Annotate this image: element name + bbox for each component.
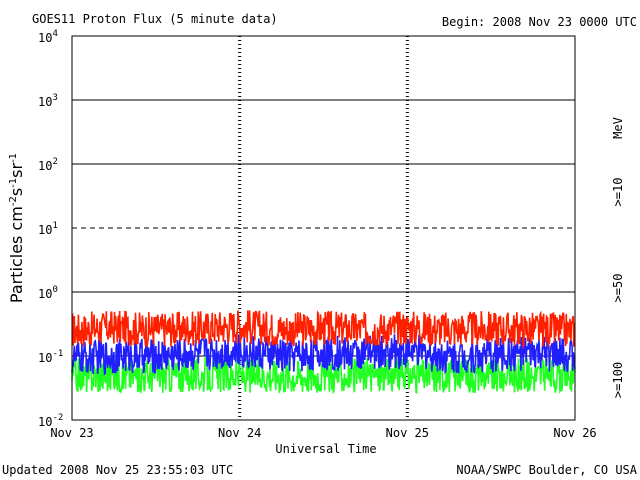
y-tick-base: 10 bbox=[38, 287, 52, 301]
y-tick-exponent: 3 bbox=[52, 93, 57, 103]
legend-series-100mev: >=100 bbox=[611, 362, 625, 398]
y-tick-base: 10 bbox=[38, 95, 52, 109]
chart-title: GOES11 Proton Flux (5 minute data) bbox=[32, 12, 278, 26]
y-tick-exponent: -1 bbox=[52, 349, 63, 359]
y-axis-label-exp2: -1 bbox=[8, 178, 19, 188]
x-tick-labels: Nov 23 Nov 24 Nov 25 Nov 26 bbox=[50, 426, 596, 440]
y-tick-base: 10 bbox=[38, 415, 52, 429]
y-axis-label: Particles cm-2s-1sr-1 bbox=[7, 153, 26, 303]
y-tick-exponent: 0 bbox=[52, 285, 57, 295]
x-tick-label: Nov 25 bbox=[386, 426, 429, 440]
y-tick-label: 10-2 bbox=[38, 413, 63, 429]
y-tick-exponent: 4 bbox=[52, 29, 57, 39]
plot-frame bbox=[71, 35, 576, 421]
legend-series-10mev: >=10 bbox=[611, 178, 625, 207]
y-axis-label-exp1: -2 bbox=[8, 196, 19, 206]
y-axis-label-exp3: -1 bbox=[8, 153, 19, 163]
begin-date: Begin: 2008 Nov 23 0000 UTC bbox=[442, 15, 637, 29]
legend-unit: MeV bbox=[611, 117, 625, 139]
y-tick-base: 10 bbox=[38, 351, 52, 365]
y-axis-label-part1: Particles cm bbox=[7, 206, 26, 303]
y-axis-label-part2: s bbox=[7, 188, 26, 196]
y-tick-base: 10 bbox=[38, 31, 52, 45]
credit-line: NOAA/SWPC Boulder, CO USA bbox=[456, 463, 637, 477]
y-tick-exponent: -2 bbox=[52, 413, 63, 423]
x-tick-label: Nov 24 bbox=[218, 426, 261, 440]
y-tick-exponent: 2 bbox=[52, 157, 57, 167]
legend-series-50mev: >=50 bbox=[611, 274, 625, 303]
y-tick-label: 100 bbox=[38, 285, 58, 301]
y-tick-label: 104 bbox=[38, 29, 58, 45]
series-line bbox=[71, 310, 576, 350]
y-tick-base: 10 bbox=[38, 159, 52, 173]
y-tick-label: 103 bbox=[38, 93, 58, 109]
y-tick-label: 102 bbox=[38, 157, 58, 173]
series-line bbox=[71, 333, 576, 376]
y-tick-label: 101 bbox=[38, 221, 58, 237]
x-axis-label: Universal Time bbox=[275, 442, 376, 456]
y-axis-label-part3: sr bbox=[7, 163, 26, 178]
updated-timestamp: Updated 2008 Nov 25 23:55:03 UTC bbox=[2, 463, 233, 477]
x-tick-label: Nov 26 bbox=[553, 426, 596, 440]
legend: MeV >=10 >=50 >=100 bbox=[611, 117, 625, 398]
x-tick-label: Nov 23 bbox=[50, 426, 93, 440]
series-layer bbox=[71, 310, 576, 395]
y-tick-exponent: 1 bbox=[52, 221, 57, 231]
y-tick-label: 10-1 bbox=[38, 349, 63, 365]
y-tick-base: 10 bbox=[38, 223, 52, 237]
